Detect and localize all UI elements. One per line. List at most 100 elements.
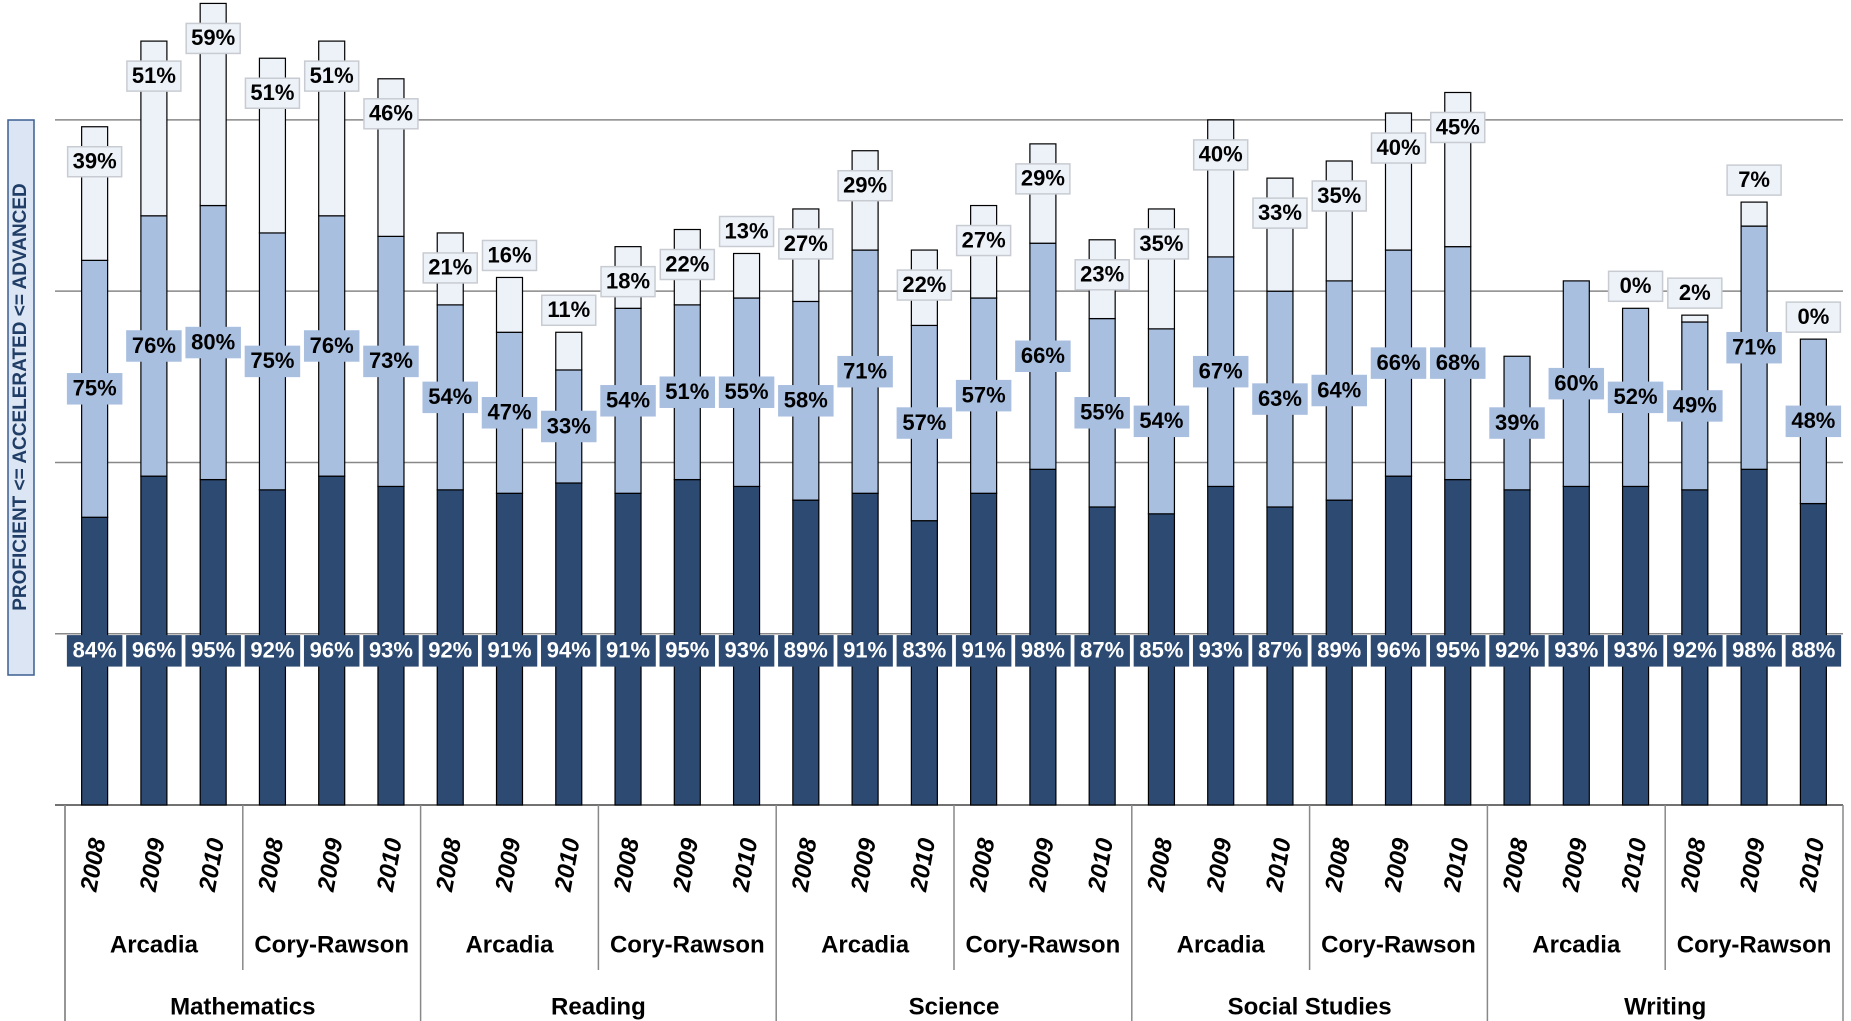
x-tick-label: 2009 bbox=[312, 836, 348, 895]
value-label-box bbox=[422, 252, 478, 284]
value-label: 49% bbox=[1673, 393, 1717, 418]
x-tick-label: 2009 bbox=[846, 836, 882, 895]
value-label: 91% bbox=[962, 638, 1006, 663]
value-label-box bbox=[1015, 163, 1071, 195]
value-label-box bbox=[1667, 390, 1723, 422]
value-label: 47% bbox=[487, 400, 531, 425]
value-label-box bbox=[718, 376, 775, 408]
value-label-box bbox=[1311, 635, 1367, 667]
value-label-box bbox=[1074, 397, 1130, 429]
bar-segment bbox=[495, 276, 524, 333]
school-label: Cory-Rawson bbox=[254, 931, 409, 958]
value-label-box bbox=[600, 635, 656, 667]
value-label: 63% bbox=[1258, 386, 1302, 411]
value-label: 96% bbox=[1376, 638, 1420, 663]
value-label-box bbox=[1607, 381, 1664, 414]
value-label-box bbox=[244, 345, 301, 378]
y-axis-label-box: PROFICIENT <= ACCELERATED <= ADVANCED bbox=[7, 119, 35, 676]
value-label-box bbox=[185, 635, 241, 667]
x-tick-label: 2008 bbox=[1676, 836, 1712, 895]
value-label: 89% bbox=[784, 638, 828, 663]
value-label-box bbox=[1133, 228, 1190, 260]
value-label-box bbox=[422, 635, 478, 667]
value-label: 71% bbox=[1732, 335, 1776, 360]
value-label-box bbox=[1192, 635, 1249, 667]
x-tick-label: 2010 bbox=[372, 836, 408, 895]
subject-label: Social Studies bbox=[1228, 993, 1392, 1020]
value-label-box bbox=[1311, 374, 1367, 407]
value-label: 13% bbox=[725, 218, 769, 243]
value-label: 18% bbox=[606, 268, 650, 293]
x-tick-label: 2009 bbox=[490, 836, 526, 895]
value-label-box bbox=[837, 355, 893, 388]
value-label: 95% bbox=[191, 638, 235, 663]
bar-segment bbox=[1740, 201, 1768, 227]
value-label-box bbox=[481, 397, 538, 429]
value-label-box bbox=[1489, 407, 1545, 439]
school-label: Arcadia bbox=[1177, 931, 1266, 958]
value-label-box bbox=[659, 635, 716, 667]
x-tick-label: 2010 bbox=[1794, 836, 1830, 895]
value-label-box bbox=[66, 145, 123, 178]
value-label-box bbox=[1667, 277, 1723, 309]
value-label-box bbox=[363, 345, 419, 378]
value-label-box bbox=[1015, 635, 1071, 667]
value-label: 27% bbox=[784, 231, 828, 256]
value-label: 55% bbox=[725, 379, 769, 404]
value-label-box bbox=[541, 410, 597, 443]
x-tick-label: 2010 bbox=[905, 836, 941, 895]
value-label: 23% bbox=[1080, 262, 1124, 287]
x-tick-label: 2008 bbox=[1498, 836, 1534, 895]
value-label: 95% bbox=[665, 638, 709, 663]
value-label-box bbox=[1548, 635, 1605, 667]
x-tick-label: 2009 bbox=[1024, 836, 1060, 895]
x-tick-label: 2008 bbox=[1320, 836, 1356, 895]
value-label: 88% bbox=[1791, 638, 1835, 663]
value-label: 94% bbox=[547, 638, 591, 663]
value-label: 98% bbox=[1732, 638, 1776, 663]
value-label-box bbox=[659, 376, 716, 408]
x-tick-label: 2008 bbox=[431, 836, 467, 895]
value-label: 48% bbox=[1791, 408, 1835, 433]
category-axis: 2008 2009 2010 2008 2009 2010 2008 2009 2010 2008… bbox=[64, 805, 1844, 1021]
x-tick-label: 2010 bbox=[194, 836, 230, 895]
value-label-box bbox=[778, 635, 834, 667]
value-label-box bbox=[66, 373, 123, 405]
value-label-box bbox=[1252, 383, 1308, 415]
value-label: 64% bbox=[1317, 377, 1361, 402]
value-label: 27% bbox=[962, 227, 1006, 252]
value-label: 92% bbox=[250, 638, 294, 663]
x-tick-label: 2009 bbox=[1201, 836, 1237, 895]
value-label-box bbox=[1785, 635, 1842, 667]
value-label-box bbox=[1785, 405, 1842, 438]
value-label-box bbox=[1074, 635, 1130, 667]
value-label-box bbox=[1133, 635, 1190, 667]
value-label: 35% bbox=[1139, 231, 1183, 256]
value-label-box bbox=[185, 326, 241, 359]
value-label-box bbox=[422, 381, 478, 414]
value-label-box bbox=[1192, 355, 1249, 388]
x-tick-label: 2008 bbox=[1142, 836, 1178, 895]
value-label: 76% bbox=[310, 333, 354, 358]
value-label-box bbox=[303, 60, 360, 92]
value-label: 93% bbox=[1554, 638, 1598, 663]
value-label: 66% bbox=[1376, 350, 1420, 375]
x-tick-label: 2010 bbox=[1439, 836, 1475, 895]
value-label-box bbox=[778, 385, 834, 417]
value-label: 40% bbox=[1199, 142, 1243, 167]
value-label-box bbox=[1489, 635, 1545, 667]
value-label: 87% bbox=[1258, 638, 1302, 663]
value-label-box bbox=[1726, 331, 1782, 364]
x-tick-label: 2009 bbox=[1379, 836, 1415, 895]
y-label-frame bbox=[7, 119, 35, 676]
value-label: 51% bbox=[132, 63, 176, 88]
value-label: 93% bbox=[1614, 638, 1658, 663]
x-tick-label: 2009 bbox=[668, 836, 704, 895]
value-label: 58% bbox=[784, 388, 828, 413]
value-label-box bbox=[955, 635, 1012, 667]
value-label: 54% bbox=[606, 388, 650, 413]
value-label: 39% bbox=[73, 149, 117, 174]
value-label-box bbox=[244, 635, 301, 667]
value-label-box bbox=[1370, 132, 1427, 164]
